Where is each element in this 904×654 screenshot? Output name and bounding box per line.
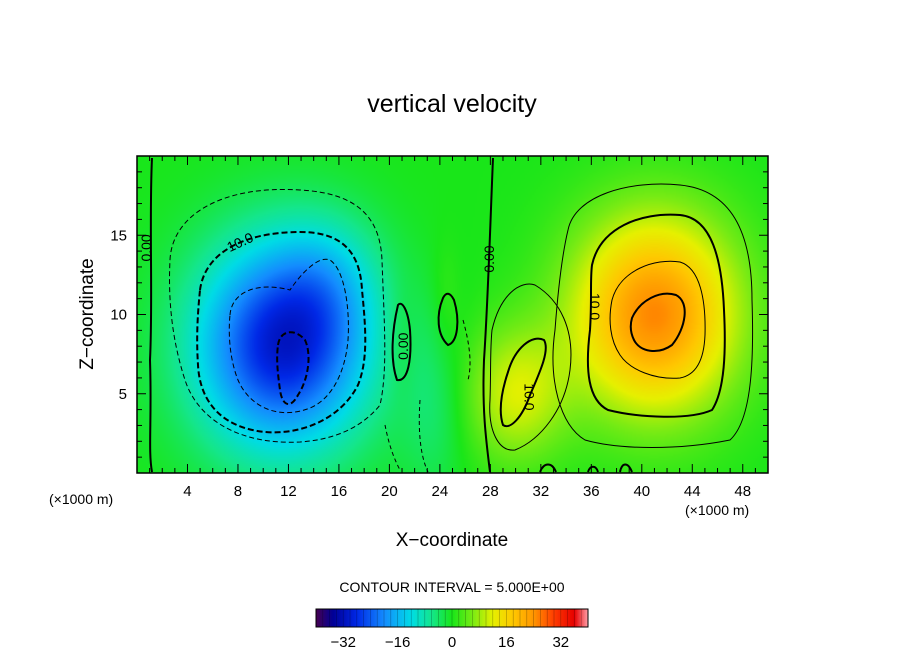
x-tick-label: 8 — [234, 483, 242, 500]
contour-pos-10-right — [586, 213, 726, 418]
x-tick-label: 40 — [633, 483, 650, 500]
x-axis: 4 8 12 16 20 24 28 32 36 40 44 48 — [149, 156, 756, 500]
x-tick-label: 36 — [583, 483, 600, 500]
y-tick-label: 15 — [110, 227, 127, 244]
colorbar-tick-label: −16 — [385, 634, 410, 651]
colorbar-tick-label: −32 — [330, 634, 355, 651]
contour-neg-15 — [228, 258, 349, 414]
contour-label: 0.00 — [138, 234, 154, 261]
contour-zero-left — [148, 157, 153, 473]
x-axis-units: (×1000 m) — [685, 502, 749, 518]
x-tick-label: 20 — [381, 483, 398, 500]
contour-zero-right-cell — [437, 292, 459, 347]
colorbar-tick-label: 32 — [552, 634, 569, 651]
x-tick-label: 28 — [482, 483, 499, 500]
contour-pos-5-right — [552, 183, 754, 448]
contour-zero-mid — [482, 157, 494, 473]
contour-label: 10.0 — [587, 293, 603, 320]
contour-label: 0.00 — [481, 245, 497, 272]
contour-neg-5 — [169, 188, 386, 443]
colorbar-tick-label: 16 — [498, 634, 515, 651]
x-tick-label: 12 — [280, 483, 297, 500]
x-tick-label: 4 — [183, 483, 191, 500]
contour-pos-20-right — [629, 292, 686, 352]
contour-label: 0.00 — [395, 332, 411, 359]
colorbar-gradient — [316, 609, 588, 627]
y-axis-units: (×1000 m) — [49, 491, 113, 507]
y-axis-label: Z−coordinate — [77, 258, 98, 369]
colorbar-frame — [315, 608, 589, 628]
x-tick-label: 32 — [532, 483, 549, 500]
colorbar-ticks: −32 −16 0 16 32 — [330, 634, 569, 651]
contour-neg-inner — [384, 319, 471, 473]
y-tick-label: 5 — [119, 386, 127, 403]
contour-interval-text: CONTOUR INTERVAL = 5.000E+00 — [339, 579, 564, 595]
contour-neg-10 — [196, 230, 367, 434]
contour-pos-5-mid — [489, 283, 572, 451]
y-axis: 5 10 15 — [110, 171, 768, 458]
colorbar: −32 −16 0 16 32 — [315, 608, 589, 651]
x-axis-label: X−coordinate — [396, 530, 509, 551]
x-tick-label: 48 — [734, 483, 751, 500]
contour-pos-15-right — [609, 260, 706, 379]
colorbar-divisions — [322, 609, 582, 627]
y-tick-label: 10 — [110, 307, 127, 324]
velocity-heatmap — [137, 156, 768, 473]
colorbar-tick-label: 0 — [448, 634, 456, 651]
contour-zero-left-cell — [391, 302, 412, 382]
contour-label: 10.0 — [522, 383, 538, 410]
x-tick-label: 16 — [331, 483, 348, 500]
chart-title: vertical velocity — [367, 90, 537, 118]
contour-pos-10-mid — [499, 337, 547, 428]
x-tick-label: 24 — [432, 483, 449, 500]
contour-lines — [148, 157, 754, 473]
x-tick-label: 44 — [684, 483, 701, 500]
contour-neg-25 — [276, 331, 310, 405]
